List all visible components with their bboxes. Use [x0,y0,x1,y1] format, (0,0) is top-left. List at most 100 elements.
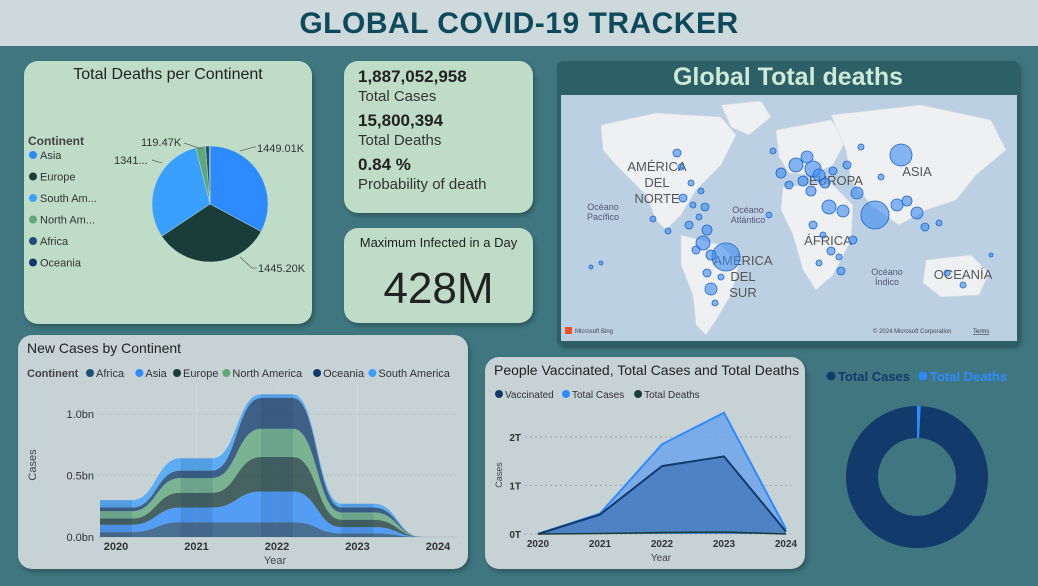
map-bubble[interactable] [705,249,717,261]
map-bubble[interactable] [689,201,697,209]
map-bubble[interactable] [826,246,836,256]
map-bubble[interactable] [988,252,994,258]
vaccinated-area-chart[interactable]: Vaccinated Total Cases Total Deaths 0T 1T 2T… [485,357,805,569]
legend-label-europe[interactable]: Europe [40,172,75,184]
map-bubble[interactable] [835,253,843,261]
map-bubble[interactable] [702,268,712,278]
map-bubble[interactable] [815,259,823,267]
area-legend-label-africa[interactable]: Africa [96,368,125,380]
map-bubble[interactable] [901,195,913,207]
map-bubble[interactable] [800,150,814,164]
map-bubble[interactable] [687,179,695,187]
map-bubble[interactable] [819,177,831,189]
map-bubble[interactable] [836,266,846,276]
map-bubble[interactable] [828,166,838,176]
donut-legend-label-total-deaths[interactable]: Total Deaths [930,369,1007,384]
vacc-areas[interactable] [537,411,787,535]
legend-label-africa[interactable]: Africa [40,236,69,248]
map-bubble[interactable] [812,168,826,182]
map-bubble[interactable] [910,206,924,220]
vacc-legend-label-vaccinated[interactable]: Vaccinated [505,390,554,401]
area-legend-label-south-america[interactable]: South America [378,368,450,380]
map-bubble[interactable] [664,227,672,235]
area-column-2023[interactable] [341,503,374,537]
pie-slice-asia[interactable] [209,145,269,232]
pie-slice-europe[interactable] [161,203,262,263]
area-band-south-america[interactable] [100,394,454,537]
map-bubble[interactable] [649,215,657,223]
map-bubble[interactable] [598,260,604,266]
map-bubbles[interactable] [588,143,994,307]
new-cases-area-chart[interactable]: Continent Africa Asia Europe North America O… [18,335,468,569]
map-bubble[interactable] [695,235,711,251]
map-bubble[interactable] [697,187,705,195]
map-bubble[interactable] [677,163,685,171]
area-band-europe[interactable] [100,457,454,537]
deaths-pie-chart[interactable]: Continent Asia Europe South Am... North Am.… [24,61,312,324]
legend-label-south-am[interactable]: South Am... [40,193,97,205]
pie-slices[interactable] [151,145,269,263]
map-bubble[interactable] [920,222,930,232]
map-bubble[interactable] [959,281,967,289]
map-bubble[interactable] [672,148,682,158]
map-bubble[interactable] [684,220,694,230]
area-band-oceania[interactable] [100,398,454,537]
kpi-card[interactable]: 1,887,052,958 Total Cases 15,800,394 Tot… [344,61,533,213]
map-bubble[interactable] [808,220,818,230]
map-bubble[interactable] [775,167,787,179]
map-bubble[interactable] [836,204,850,218]
area-column-2020[interactable] [100,500,132,537]
map-terms-link[interactable]: Terms [973,329,989,335]
legend-label-asia[interactable]: Asia [40,150,62,162]
map-bubble[interactable] [691,245,701,255]
map-bubble[interactable] [711,299,719,307]
map-bubble[interactable] [700,202,710,212]
area-bands[interactable] [100,394,454,537]
map-bubble[interactable] [788,157,804,173]
legend-label-north-am[interactable]: North Am... [40,215,95,227]
area-legend-label-asia[interactable]: Asia [145,368,167,380]
donut-legend-label-total-cases[interactable]: Total Cases [838,369,910,384]
map-bubble[interactable] [678,193,688,203]
vaccinated-card[interactable]: People Vaccinated, Total Cases and Total… [485,357,805,569]
map-bubble[interactable] [890,198,904,212]
map-bubble[interactable] [943,269,951,277]
map-bubble[interactable] [701,224,713,236]
max-infected-card[interactable]: Maximum Infected in a Day 428M [344,228,533,323]
donut-slice-total-cases[interactable] [846,406,989,548]
area-column-2021[interactable] [180,458,213,537]
new-cases-card[interactable]: New Cases by Continent Continent Africa A… [18,335,468,569]
map-bubble[interactable] [819,231,827,239]
map-bubble[interactable] [711,242,741,272]
vacc-line-total-deaths[interactable] [537,531,787,535]
area-column-2022[interactable] [261,394,293,537]
global-deaths-map-card[interactable]: Global Total deaths AMÉRICA DEL NORTE EU… [557,61,1019,345]
map-bubble[interactable] [842,160,852,170]
map-bubble[interactable] [850,186,864,200]
map-bubble[interactable] [857,143,865,151]
area-legend-label-oceania[interactable]: Oceania [323,368,365,380]
map-bubble[interactable] [889,143,913,167]
map-bubble[interactable] [797,175,809,187]
map-bubble[interactable] [877,173,885,181]
map-bubble[interactable] [695,213,703,221]
map-bubble[interactable] [784,180,794,190]
map-bubble[interactable] [848,235,858,245]
vacc-line-vaccinated[interactable] [537,455,787,535]
map-bubble[interactable] [805,185,817,197]
map-bubble[interactable] [769,147,777,155]
area-legend-label-north-america[interactable]: North America [232,368,303,380]
map-bubble[interactable] [935,219,943,227]
map-bubble[interactable] [588,264,594,270]
area-band-asia[interactable] [100,491,454,537]
world-map[interactable]: AMÉRICA DEL NORTE EUROPA ASIA ÁFRICA AMÉ… [561,95,1017,341]
area-legend-label-europe[interactable]: Europe [183,368,218,380]
area-band-north-america[interactable] [100,428,454,537]
pie-slice-oceania[interactable] [208,145,211,205]
map-bubble[interactable] [704,282,718,296]
map-bubble[interactable] [860,200,890,230]
legend-label-oceania[interactable]: Oceania [40,258,82,270]
pie-slice-south-america[interactable] [151,147,211,237]
map-bubble[interactable] [821,199,837,215]
deaths-per-continent-card[interactable]: Total Deaths per Continent Continent Asi… [24,61,312,324]
